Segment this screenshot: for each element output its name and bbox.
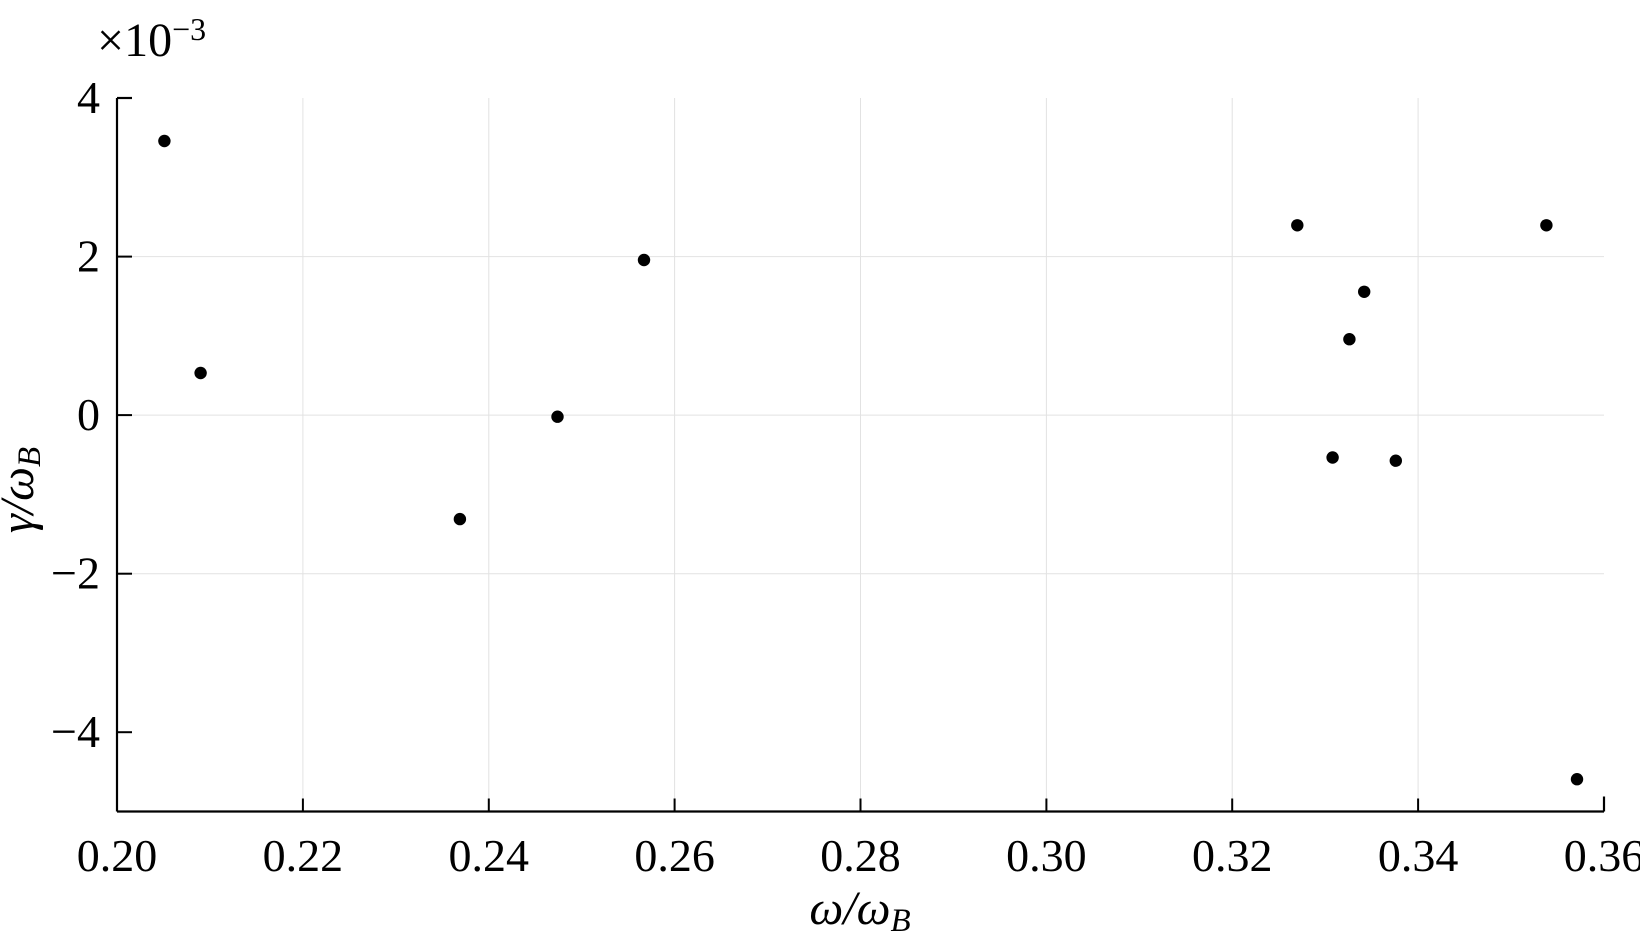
svg-text:0.34: 0.34 — [1378, 830, 1459, 881]
svg-text:0.20: 0.20 — [77, 830, 158, 881]
svg-text:0.26: 0.26 — [634, 830, 715, 881]
svg-text:0.24: 0.24 — [449, 830, 530, 881]
svg-text:γ/ωB: γ/ωB — [0, 447, 48, 533]
svg-text:0.36: 0.36 — [1564, 830, 1640, 881]
svg-text:−4: −4 — [51, 706, 100, 757]
svg-text:ω/ωB: ω/ωB — [809, 882, 910, 935]
svg-text:×10−3: ×10−3 — [97, 11, 206, 67]
svg-text:0.30: 0.30 — [1006, 830, 1087, 881]
svg-text:2: 2 — [77, 231, 100, 282]
svg-text:−2: −2 — [51, 548, 100, 599]
svg-text:4: 4 — [77, 72, 100, 123]
svg-text:0: 0 — [77, 389, 100, 440]
svg-text:0.32: 0.32 — [1192, 830, 1273, 881]
svg-text:0.22: 0.22 — [263, 830, 344, 881]
svg-text:0.28: 0.28 — [820, 830, 901, 881]
